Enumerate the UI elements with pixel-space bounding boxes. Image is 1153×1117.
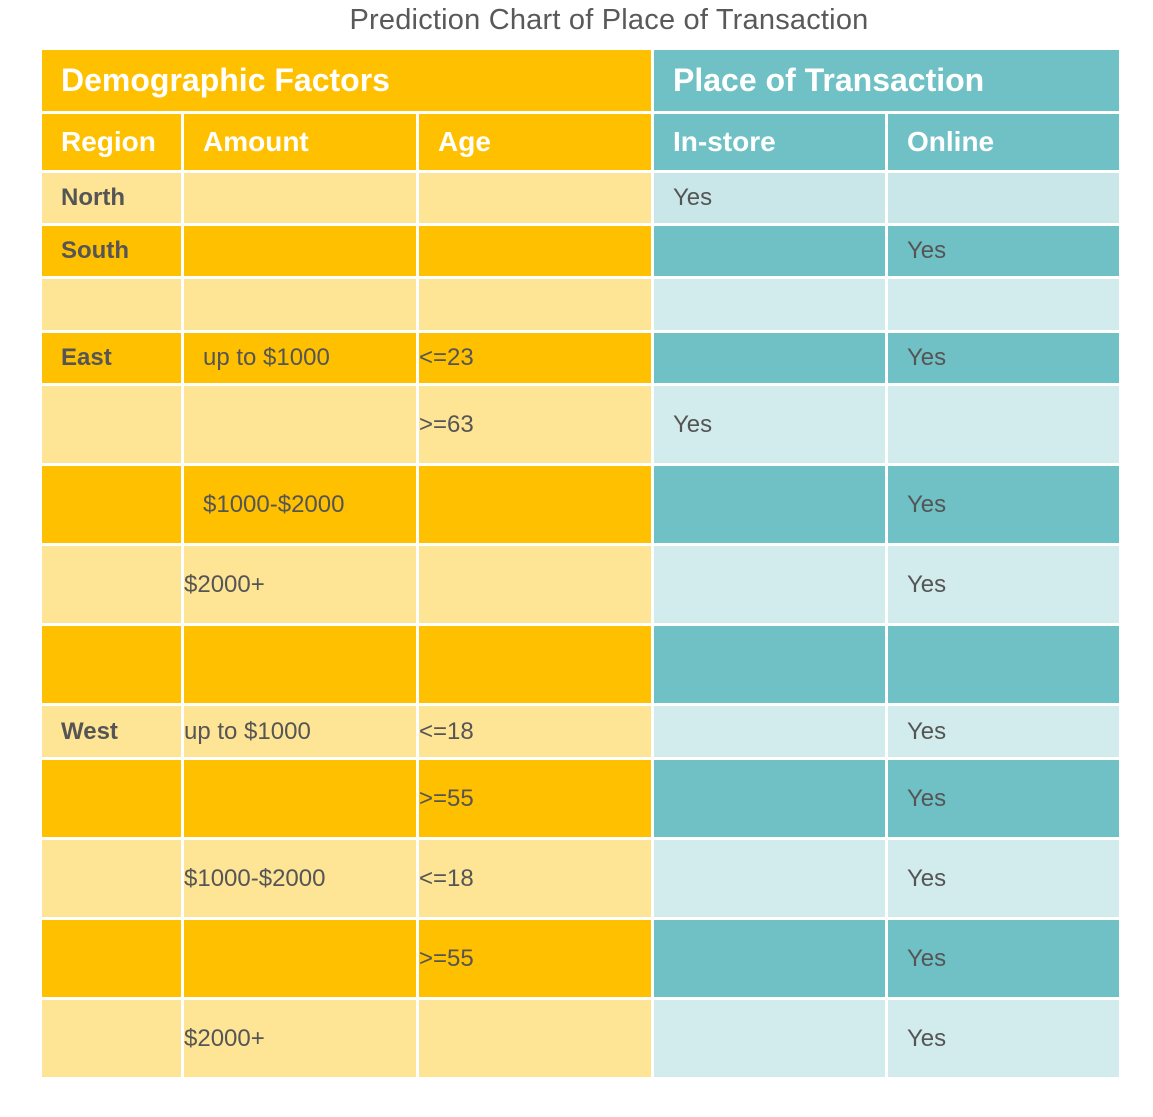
amount-cell — [181, 383, 419, 466]
group-header-demographic: Demographic Factors — [39, 47, 654, 114]
table-row: $1000-$2000 Yes — [39, 463, 1122, 546]
age-cell — [416, 623, 654, 706]
region-cell: South — [39, 223, 184, 279]
age-cell — [416, 463, 654, 546]
age-cell: >=63 — [416, 383, 654, 466]
region-cell — [39, 917, 184, 1000]
online-cell: Yes — [885, 997, 1122, 1080]
region-cell — [39, 543, 184, 626]
amount-cell — [181, 757, 419, 840]
age-cell — [416, 543, 654, 626]
region-cell — [39, 623, 184, 706]
age-cell: >=55 — [416, 917, 654, 1000]
table-row: South Yes — [39, 223, 1122, 279]
prediction-table: Demographic Factors Place of Transaction… — [39, 47, 1122, 1080]
column-header-row: Region Amount Age In-store Online — [39, 111, 1122, 173]
age-cell — [416, 170, 654, 226]
age-cell — [416, 276, 654, 333]
region-cell: North — [39, 170, 184, 226]
column-header-region: Region — [39, 111, 184, 173]
amount-cell — [181, 623, 419, 706]
online-cell: Yes — [885, 463, 1122, 546]
table-row — [39, 623, 1122, 706]
instore-cell — [651, 997, 888, 1080]
instore-cell — [651, 330, 888, 386]
amount-cell: $2000+ — [181, 997, 419, 1080]
age-cell: >=55 — [416, 757, 654, 840]
online-cell — [885, 623, 1122, 706]
table-row — [39, 276, 1122, 333]
region-cell: East — [39, 330, 184, 386]
region-cell — [39, 837, 184, 920]
online-cell: Yes — [885, 837, 1122, 920]
instore-cell — [651, 276, 888, 333]
instore-cell: Yes — [651, 383, 888, 466]
instore-cell — [651, 623, 888, 706]
instore-cell — [651, 223, 888, 279]
online-cell: Yes — [885, 543, 1122, 626]
table-row: East up to $1000 <=23 Yes — [39, 330, 1122, 386]
online-cell — [885, 383, 1122, 466]
region-cell: West — [39, 703, 184, 760]
chart-title: Prediction Chart of Place of Transaction — [349, 4, 869, 36]
instore-cell: Yes — [651, 170, 888, 226]
age-cell — [416, 223, 654, 279]
amount-cell: $1000-$2000 — [181, 463, 419, 546]
online-cell — [885, 276, 1122, 333]
table-row: >=55 Yes — [39, 917, 1122, 1000]
region-cell — [39, 757, 184, 840]
region-cell — [39, 276, 184, 333]
instore-cell — [651, 757, 888, 840]
table-row: >=55 Yes — [39, 757, 1122, 840]
online-cell — [885, 170, 1122, 226]
amount-cell — [181, 223, 419, 279]
region-cell — [39, 383, 184, 466]
age-cell: <=23 — [416, 330, 654, 386]
table-row: North Yes — [39, 170, 1122, 226]
instore-cell — [651, 463, 888, 546]
amount-cell: $1000-$2000 — [181, 837, 419, 920]
column-header-online: Online — [885, 111, 1122, 173]
online-cell: Yes — [885, 757, 1122, 840]
region-cell — [39, 463, 184, 546]
table-row: $2000+ Yes — [39, 543, 1122, 626]
age-cell: <=18 — [416, 703, 654, 760]
instore-cell — [651, 543, 888, 626]
region-cell — [39, 997, 184, 1080]
column-header-instore: In-store — [651, 111, 888, 173]
table-row: West up to $1000 <=18 Yes — [39, 703, 1122, 760]
amount-cell — [181, 917, 419, 1000]
amount-cell: $2000+ — [181, 543, 419, 626]
online-cell: Yes — [885, 223, 1122, 279]
instore-cell — [651, 917, 888, 1000]
table-row: >=63 Yes — [39, 383, 1122, 466]
age-cell — [416, 997, 654, 1080]
amount-cell — [181, 170, 419, 226]
amount-cell: up to $1000 — [181, 330, 419, 386]
amount-cell: up to $1000 — [181, 703, 419, 760]
online-cell: Yes — [885, 703, 1122, 760]
instore-cell — [651, 837, 888, 920]
age-cell: <=18 — [416, 837, 654, 920]
table-row: $2000+ Yes — [39, 997, 1122, 1080]
instore-cell — [651, 703, 888, 760]
amount-cell — [181, 276, 419, 333]
table-row: $1000-$2000 <=18 Yes — [39, 837, 1122, 920]
column-header-amount: Amount — [181, 111, 419, 173]
group-header-place: Place of Transaction — [651, 47, 1122, 114]
online-cell: Yes — [885, 917, 1122, 1000]
group-header-row: Demographic Factors Place of Transaction — [39, 47, 1122, 114]
online-cell: Yes — [885, 330, 1122, 386]
column-header-age: Age — [416, 111, 654, 173]
